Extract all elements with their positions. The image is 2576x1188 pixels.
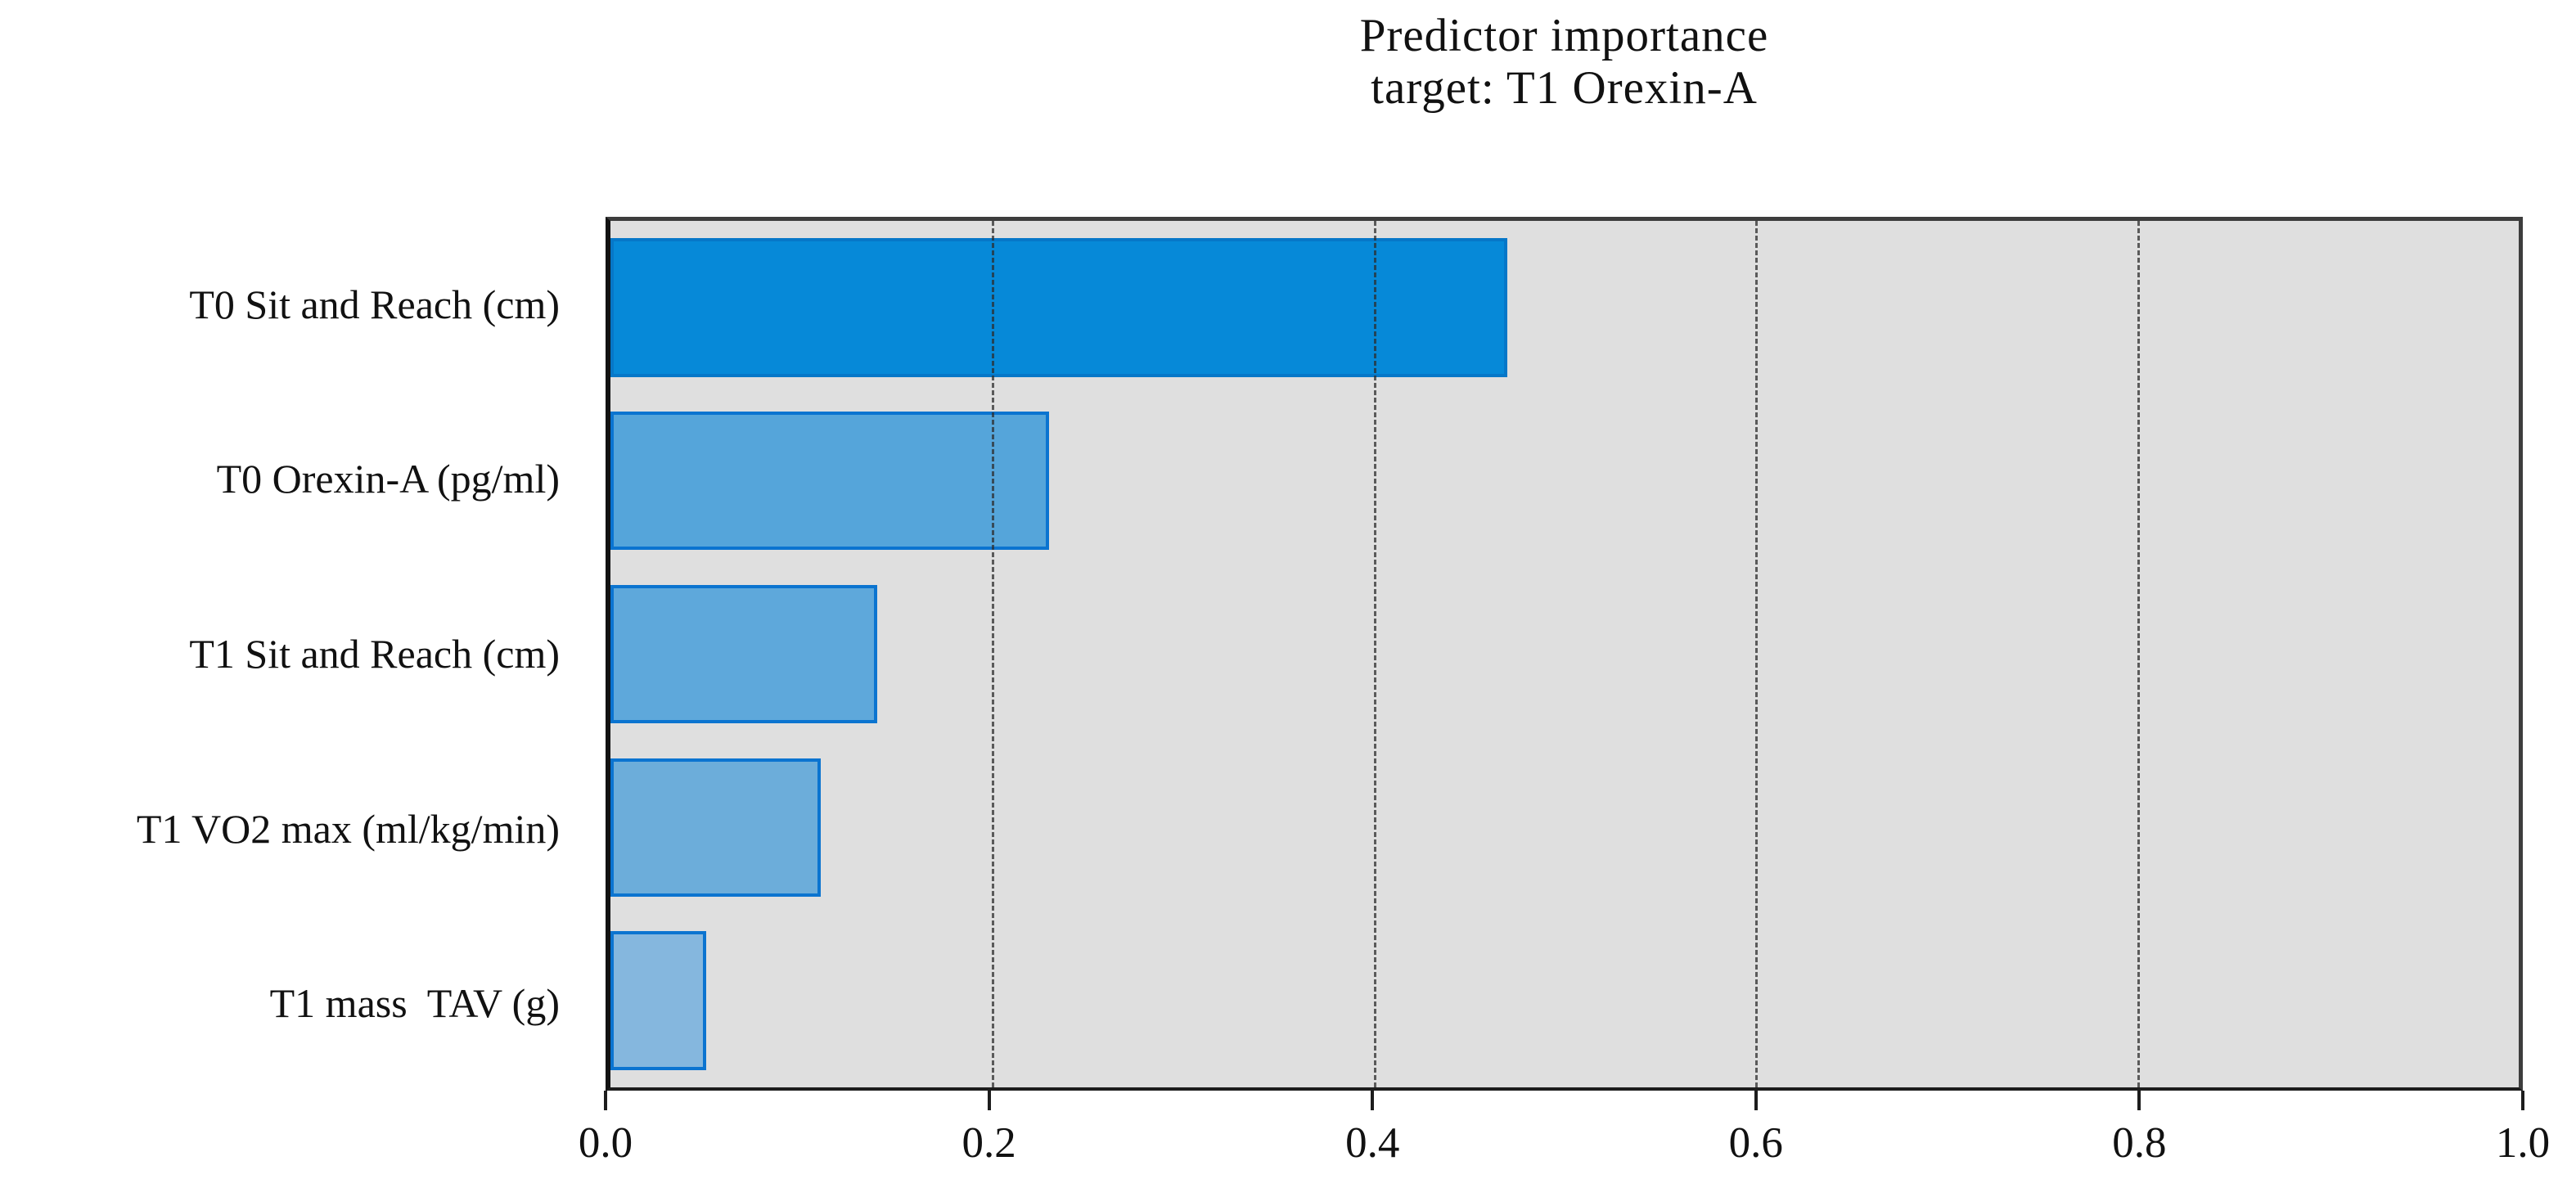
category-label: T1 VO2 max (ml/kg/min) <box>136 805 560 852</box>
bar-row <box>610 394 2519 568</box>
bar <box>610 411 1050 551</box>
x-axis: 0.0 0.2 0.4 0.6 0.8 1.0 <box>579 1091 2550 1181</box>
bar-row <box>610 914 2519 1087</box>
chart-title: Predictor importance target: T1 Orexin-A <box>606 10 2523 115</box>
x-tick-mark <box>2137 1091 2141 1110</box>
x-tick-label: 0.6 <box>1728 1119 1783 1167</box>
gridline <box>2137 221 2140 1087</box>
bar-rows <box>610 221 2519 1087</box>
chart-title-line1: Predictor importance <box>1359 10 1769 61</box>
x-tick-mark <box>2521 1091 2524 1110</box>
x-tick-mark <box>987 1091 991 1110</box>
bar <box>610 931 706 1070</box>
x-tick-label: 0.8 <box>2112 1119 2167 1167</box>
x-tick-label: 0.0 <box>578 1119 633 1167</box>
x-tick-label: 0.2 <box>961 1119 1016 1167</box>
x-tick-mark <box>1371 1091 1375 1110</box>
plot-area <box>606 217 2523 1091</box>
category-label: T1 Sit and Reach (cm) <box>189 630 560 677</box>
bar <box>610 584 878 724</box>
bar-row <box>610 740 2519 914</box>
x-tick-mark <box>1754 1091 1758 1110</box>
x-tick-mark <box>604 1091 607 1110</box>
x-tick-label: 1.0 <box>2495 1119 2551 1167</box>
bar <box>610 758 821 897</box>
chart-title-line2: target: T1 Orexin-A <box>1371 62 1758 114</box>
category-label: T1 mass TAV (g) <box>269 980 560 1027</box>
bar-row <box>610 221 2519 394</box>
bar <box>610 238 1508 377</box>
category-label: T0 Orexin-A (pg/ml) <box>216 456 560 502</box>
category-label: T0 Sit and Reach (cm) <box>189 281 560 327</box>
x-tick-label: 0.4 <box>1345 1119 1400 1167</box>
gridline <box>1373 221 1376 1087</box>
y-axis-labels: T0 Sit and Reach (cm) T0 Orexin-A (pg/ml)… <box>0 217 583 1091</box>
gridline <box>1755 221 1759 1087</box>
bar-row <box>610 568 2519 741</box>
gridline <box>992 221 995 1087</box>
